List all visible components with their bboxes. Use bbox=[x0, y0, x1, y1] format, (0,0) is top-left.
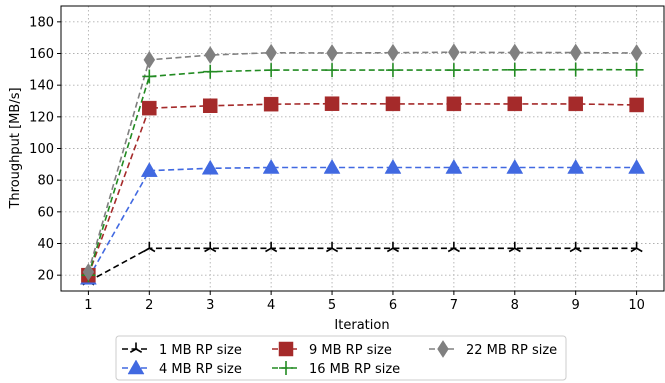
series-line bbox=[87, 166, 637, 279]
legend-label: 16 MB RP size bbox=[309, 362, 400, 377]
data-point bbox=[629, 62, 644, 77]
data-point bbox=[263, 96, 279, 112]
legend-marker bbox=[129, 342, 143, 353]
y-tick-label: 140 bbox=[29, 79, 54, 94]
series-layer bbox=[79, 43, 646, 286]
legend-marker bbox=[437, 340, 449, 358]
y-tick-label: 80 bbox=[37, 174, 54, 189]
y-tick-label: 60 bbox=[37, 205, 54, 220]
axes: 1 2 3 4 5 6 7 8 9 10 20 40 60 80 100 120 140 160 180 bbox=[29, 15, 645, 313]
data-point bbox=[82, 263, 95, 281]
data-point bbox=[445, 158, 463, 174]
data-point bbox=[204, 46, 217, 65]
data-point bbox=[265, 241, 278, 253]
data-point bbox=[386, 241, 400, 253]
legend-label: 4 MB RP size bbox=[159, 362, 242, 377]
data-point bbox=[143, 50, 156, 69]
legend: 1 MB RP size 4 MB RP size 9 MB RP size 16 M… bbox=[115, 335, 567, 381]
data-point bbox=[384, 158, 402, 174]
legend-marker bbox=[278, 341, 294, 357]
x-tick-label: 9 bbox=[572, 298, 580, 313]
data-point bbox=[630, 44, 643, 62]
series-line bbox=[87, 68, 637, 276]
data-point bbox=[143, 241, 156, 253]
x-tick-label: 2 bbox=[145, 298, 153, 313]
data-point bbox=[325, 241, 339, 253]
data-point bbox=[506, 158, 524, 174]
x-tick-label: 3 bbox=[206, 298, 214, 313]
data-point bbox=[204, 241, 217, 253]
y-tick-label: 20 bbox=[37, 269, 54, 284]
data-point bbox=[326, 44, 338, 62]
data-point bbox=[140, 162, 158, 177]
data-point bbox=[447, 241, 460, 253]
data-point bbox=[446, 96, 462, 112]
legend-label: 22 MB RP size bbox=[466, 343, 557, 358]
y-tick-label: 120 bbox=[29, 110, 54, 125]
series-line bbox=[88, 247, 637, 283]
data-point bbox=[324, 96, 340, 111]
data-point bbox=[264, 63, 279, 78]
data-point bbox=[262, 158, 280, 174]
data-point bbox=[568, 62, 583, 77]
x-tick-label: 7 bbox=[450, 298, 458, 313]
data-point bbox=[448, 43, 460, 62]
legend-marker bbox=[127, 359, 145, 375]
legend-marker bbox=[279, 361, 293, 375]
series-line bbox=[87, 102, 637, 276]
data-point bbox=[265, 43, 277, 62]
x-tick-label: 8 bbox=[511, 298, 519, 313]
data-point bbox=[142, 69, 157, 84]
data-point bbox=[201, 159, 219, 175]
data-point bbox=[569, 43, 582, 62]
data-point bbox=[508, 241, 521, 253]
data-point bbox=[628, 158, 646, 174]
data-point bbox=[203, 64, 218, 79]
data-point bbox=[507, 62, 522, 77]
data-point bbox=[630, 241, 643, 253]
data-point bbox=[507, 96, 523, 112]
data-point bbox=[568, 96, 583, 112]
x-tick-label: 4 bbox=[267, 298, 275, 313]
data-point bbox=[629, 97, 644, 113]
y-axis-label: Throughput [MB/s] bbox=[8, 87, 23, 209]
legend-label: 9 MB RP size bbox=[309, 343, 392, 358]
legend-label: 1 MB RP size bbox=[159, 343, 242, 358]
data-point bbox=[387, 43, 399, 62]
data-point bbox=[385, 63, 400, 78]
x-tick-label: 6 bbox=[389, 298, 397, 313]
x-tick-label: 1 bbox=[84, 298, 92, 313]
data-point bbox=[325, 63, 340, 78]
data-point bbox=[385, 96, 401, 112]
y-tick-label: 160 bbox=[29, 47, 54, 62]
x-tick-label: 10 bbox=[628, 298, 645, 313]
series-line bbox=[87, 51, 637, 273]
y-tick-label: 180 bbox=[29, 15, 54, 30]
y-tick-label: 40 bbox=[37, 237, 54, 252]
y-tick-label: 100 bbox=[29, 142, 54, 157]
data-point bbox=[567, 158, 585, 174]
legend-frame bbox=[115, 335, 567, 381]
x-axis-label: Iteration bbox=[334, 318, 389, 333]
data-point bbox=[446, 63, 461, 78]
data-point bbox=[508, 43, 521, 62]
x-tick-label: 5 bbox=[328, 298, 336, 313]
data-point bbox=[202, 98, 218, 113]
data-point bbox=[569, 241, 582, 253]
data-point bbox=[142, 100, 157, 116]
data-point bbox=[323, 158, 341, 174]
